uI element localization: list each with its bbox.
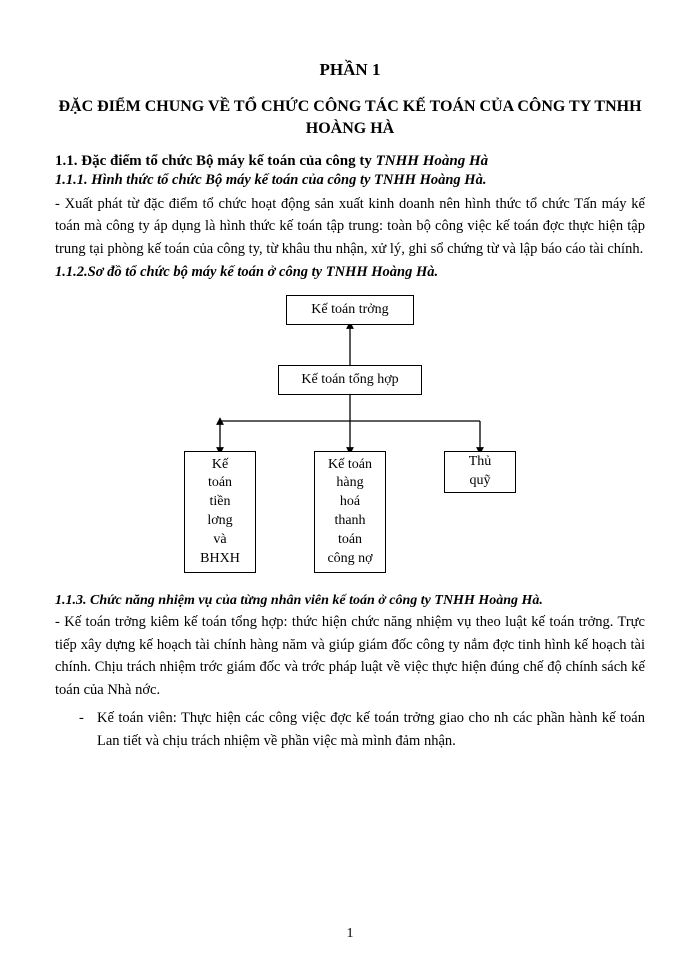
org-node-left: Kế toán tiền lơng và BHXH [184,451,256,573]
org-chart-container: Kế toán trởng Kế toán tổng hợp Kế toán tiề… [55,295,645,575]
paragraph-1-1-3b: Kế toán viên: Thực hiện các công việc đợ… [97,707,645,752]
heading-1-1: 1.1. Đặc điểm tổ chức Bộ máy kế toán của… [55,153,645,170]
page-number: 1 [0,926,700,942]
paragraph-1-1-1: Xuất phát từ đặc điểm tổ chức hoạt động … [55,193,645,260]
heading-1-1-1: 1.1.1. Hình thức tổ chức Bộ máy kế toán … [55,172,645,189]
heading-1-1-3: 1.1.3. Chức năng nhiệm vụ của từng nhân … [55,593,645,609]
org-node-center: Kế toán hàng hoá thanh toán công nợ [314,451,386,573]
heading-1-1-italic: TNHH Hoàng Hà [376,153,489,169]
part-title: PHẦN 1 [55,60,645,80]
main-title: ĐẶC ĐIỂM CHUNG VỀ TỔ CHỨC CÔNG TÁC KẾ TO… [55,96,645,141]
heading-1-1-2: 1.1.2.Sơ đồ tổ chức bộ máy kế toán ở côn… [55,264,645,281]
org-chart: Kế toán trởng Kế toán tổng hợp Kế toán tiề… [140,295,560,575]
org-node-right: Thủ quỹ [444,451,516,493]
paragraph-1-1-3a: Kế toán trởng kiêm kế toán tổng hợp: thứ… [55,611,645,701]
org-node-top: Kế toán trởng [286,295,414,325]
org-node-mid: Kế toán tổng hợp [278,365,422,395]
heading-1-1-prefix: 1.1. Đặc điểm tổ chức Bộ máy kế toán của… [55,153,376,169]
